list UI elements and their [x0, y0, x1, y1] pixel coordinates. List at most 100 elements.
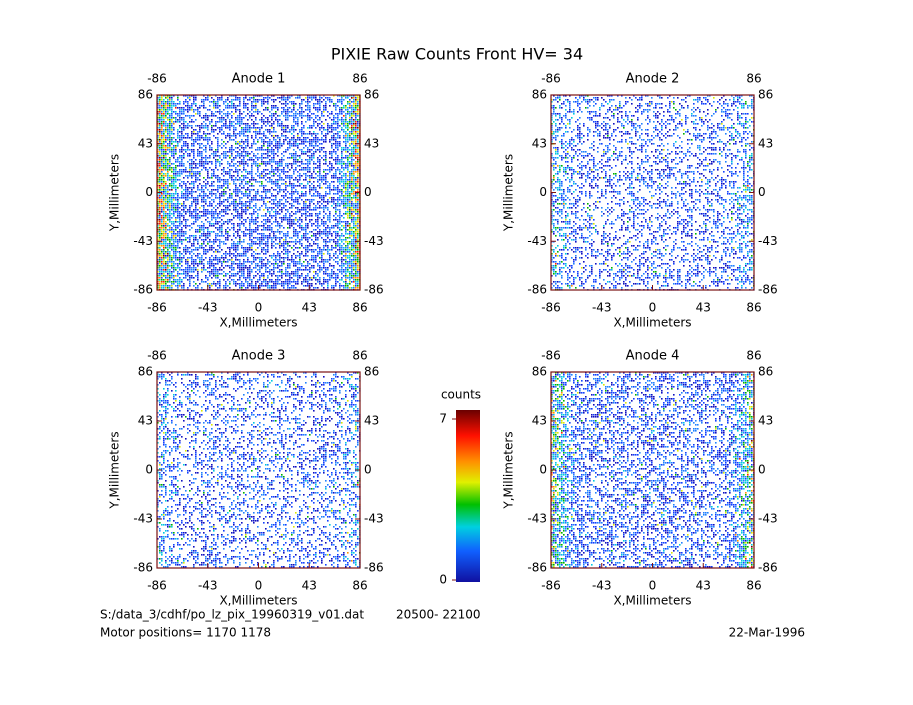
pixel [231, 159, 233, 161]
pixel [337, 119, 339, 121]
pixel [343, 95, 345, 97]
pixel [337, 221, 339, 223]
pixel [197, 111, 199, 113]
pixel [237, 231, 239, 233]
pixel [239, 213, 241, 215]
pixel [253, 153, 255, 155]
pixel [181, 145, 183, 147]
pixel [255, 227, 257, 229]
pixel [347, 157, 349, 159]
pixel [233, 199, 235, 201]
pixel [345, 155, 347, 157]
pixel [219, 235, 221, 237]
pixel [259, 239, 261, 241]
pixel [165, 107, 167, 109]
pixel [323, 123, 325, 125]
pixel [301, 199, 303, 201]
pixel [235, 97, 237, 99]
pixel [273, 101, 275, 103]
pixel [289, 143, 291, 145]
pixel [305, 191, 307, 193]
pixel [167, 225, 169, 227]
pixel [157, 201, 159, 203]
pixel [353, 247, 355, 249]
pixel [199, 145, 201, 147]
pixel [251, 171, 253, 173]
pixel [175, 147, 177, 149]
pixel [349, 153, 351, 155]
pixel [333, 189, 335, 191]
pixel [303, 201, 305, 203]
pixel [199, 127, 201, 129]
pixel [339, 181, 341, 183]
pixel [329, 131, 331, 133]
pixel [163, 99, 165, 101]
pixel [341, 113, 343, 115]
pixel [161, 189, 163, 191]
pixel [161, 207, 163, 209]
pixel [251, 143, 253, 145]
pixel [293, 223, 295, 225]
pixel [195, 199, 197, 201]
pixel [337, 187, 339, 189]
pixel [169, 225, 171, 227]
pixel [235, 105, 237, 107]
pixel [161, 219, 163, 221]
pixel [295, 207, 297, 209]
pixel [347, 147, 349, 149]
pixel [227, 227, 229, 229]
pixel [171, 195, 173, 197]
pixel [187, 175, 189, 177]
pixel [317, 175, 319, 177]
pixel [191, 137, 193, 139]
pixel [351, 163, 353, 165]
pixel [181, 137, 183, 139]
pixel [337, 249, 339, 251]
pixel [189, 109, 191, 111]
pixel [351, 231, 353, 233]
pixel [189, 197, 191, 199]
pixel [337, 167, 339, 169]
pixel [205, 209, 207, 211]
pixel [311, 215, 313, 217]
pixel [313, 169, 315, 171]
pixel [239, 125, 241, 127]
pixel [247, 153, 249, 155]
pixel [159, 245, 161, 247]
pixel [357, 209, 359, 211]
pixel [157, 99, 159, 101]
pixel [163, 115, 165, 117]
pixel [333, 159, 335, 161]
pixel [265, 129, 267, 131]
pixel [309, 189, 311, 191]
pixel [279, 189, 281, 191]
pixel [267, 151, 269, 153]
pixel [251, 179, 253, 181]
pixel [273, 199, 275, 201]
pixel [175, 235, 177, 237]
pixel [281, 103, 283, 105]
pixel [275, 203, 277, 205]
pixel [305, 227, 307, 229]
pixel [227, 105, 229, 107]
pixel [309, 125, 311, 127]
pixel [245, 141, 247, 143]
pixel [345, 123, 347, 125]
pixel [309, 209, 311, 211]
pixel [247, 119, 249, 121]
pixel [163, 175, 165, 177]
pixel [233, 135, 235, 137]
pixel [327, 245, 329, 247]
pixel [297, 185, 299, 187]
pixel [171, 199, 173, 201]
pixel [239, 199, 241, 201]
pixel [323, 141, 325, 143]
pixel [203, 133, 205, 135]
pixel [349, 197, 351, 199]
pixel [185, 205, 187, 207]
pixel [293, 131, 295, 133]
pixel [163, 213, 165, 215]
pixel [169, 127, 171, 129]
pixel [265, 245, 267, 247]
pixel [293, 241, 295, 243]
